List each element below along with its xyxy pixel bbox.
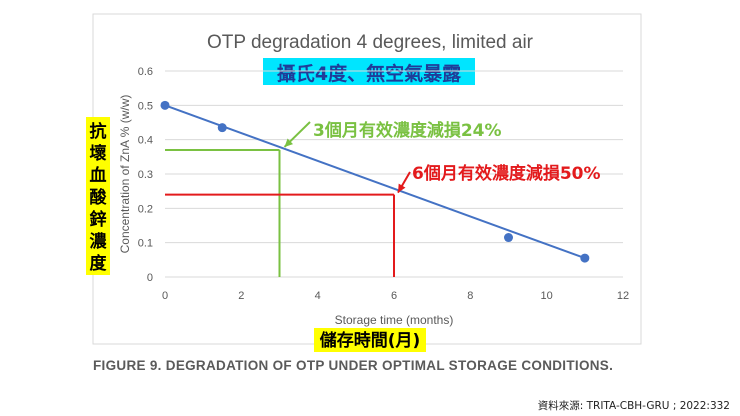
annotation-text-3m: 3個月有效濃度減損: [313, 120, 462, 141]
annotation-arrow-6m-head: [398, 183, 406, 193]
y-tick-label: 0.3: [138, 169, 153, 181]
annotation-label-3m: 3個月有效濃度減損24%: [313, 120, 502, 141]
series-line: [164, 104, 586, 260]
y-axis-label-zh-char: 濃: [90, 231, 108, 252]
y-tick-label: 0: [147, 272, 153, 284]
y-axis-label-zh-char: 抗: [90, 121, 107, 142]
annotation-text-6m: 6個月有效濃度減損: [412, 163, 561, 184]
chart-subtitle: 攝氏4度、無空氣暴露: [277, 62, 462, 85]
x-tick-label: 2: [238, 290, 244, 302]
y-tick-label: 0.4: [138, 135, 153, 147]
x-tick-label: 0: [162, 290, 168, 302]
y-axis-label-zh-char: 壞: [90, 143, 107, 164]
y-tick-label: 0.6: [138, 66, 153, 78]
x-tick-label: 6: [391, 290, 397, 302]
caption-text: DEGRADATION OF OTP UNDER OPTIMAL STORAGE…: [165, 358, 614, 373]
data-point: [504, 233, 513, 243]
data-point: [580, 253, 590, 263]
annotation-arrow-3m-head: [284, 138, 294, 147]
annotation-label-6m: 6個月有效濃度減損50%: [412, 163, 601, 184]
x-tick-label: 12: [617, 290, 629, 302]
chart-title: OTP degradation 4 degrees, limited air: [207, 32, 534, 53]
y-axis-label-zh-char: 血: [90, 165, 107, 186]
x-tick-label: 4: [315, 290, 321, 302]
x-label-zh-highlight: [314, 328, 426, 352]
x-tick-label: 8: [467, 290, 473, 302]
y-tick-label: 0.2: [138, 203, 153, 215]
caption-figure: FIGURE 9.: [93, 358, 162, 373]
annotation-pct-3m: 24%: [461, 121, 502, 141]
y-axis-label-zh-char: 度: [90, 253, 108, 274]
data-point: [160, 100, 170, 110]
x-axis-label: Storage time (months): [335, 313, 454, 327]
annotation-pct-6m: 50%: [560, 164, 601, 184]
y-tick-label: 0.1: [138, 238, 153, 250]
figure-caption: FIGURE 9. DEGRADATION OF OTP UNDER OPTIM…: [93, 358, 653, 373]
y-label-zh-highlight: [86, 117, 110, 275]
x-axis-label-zh: 儲存時間(月): [320, 330, 421, 351]
data-point: [217, 123, 227, 133]
y-axis-label: Concentration of ZnA % (w/w): [118, 95, 132, 254]
y-axis-label-zh-char: 酸: [90, 187, 108, 208]
y-tick-label: 0.5: [138, 100, 153, 112]
source-note: 資料來源: TRITA-CBH-GRU ; 2022:332: [537, 400, 730, 412]
y-axis-label-zh-char: 鋅: [90, 209, 107, 230]
x-tick-label: 10: [541, 290, 553, 302]
